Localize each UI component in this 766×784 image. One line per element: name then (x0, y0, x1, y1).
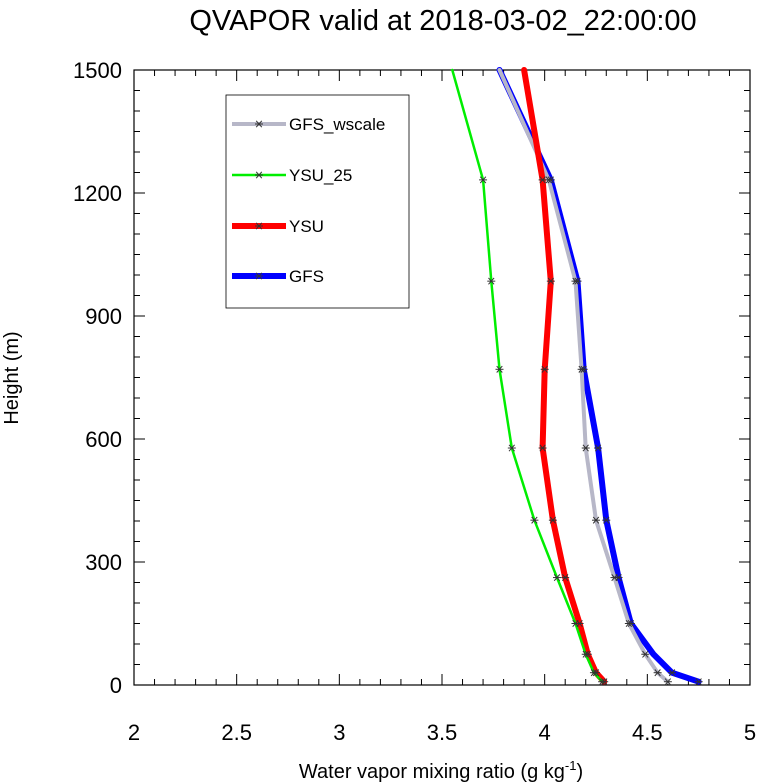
legend-marker-ysu (255, 222, 263, 230)
y-tick-label: 300 (85, 550, 122, 575)
marker-ysu (561, 574, 570, 582)
y-tick-label: 0 (110, 673, 122, 698)
series-layer (451, 67, 703, 686)
marker-gfs-wscale (610, 574, 619, 582)
legend-label-gfs-wscale: GFS_wscale (289, 115, 385, 134)
marker-gfs-wscale (592, 516, 600, 524)
y-axis-label: Height (m) (1, 331, 23, 424)
marker-ysu (540, 365, 549, 373)
marker-ysu-25 (581, 650, 590, 658)
y-tick-label: 1200 (73, 181, 122, 206)
legend-label-ysu-25: YSU_25 (289, 166, 352, 185)
legend-marker-ysu-25 (255, 171, 263, 179)
series-line-gfs (496, 67, 702, 685)
marker-ysu-25 (530, 516, 539, 524)
x-axis-label-sup: -1 (565, 758, 577, 773)
marker-ysu-25 (479, 176, 488, 184)
y-tick-label: 600 (85, 427, 122, 452)
series-line-gfs-wscale (497, 68, 670, 684)
marker-gfs-wscale (653, 669, 662, 677)
marker-gfs-wscale (571, 277, 580, 285)
legend-label-gfs: GFS (289, 267, 324, 286)
marker-gfs (594, 444, 603, 452)
marker-ysu-25 (571, 619, 580, 628)
marker-gfs-wscale (663, 678, 672, 686)
marker-gfs-wscale (581, 444, 590, 452)
marker-ysu-25 (507, 444, 516, 452)
marker-gfs (694, 678, 703, 686)
legend: GFS_wscale YSU_25 YSU GFS (225, 94, 410, 309)
x-axis-label-tail: ) (576, 761, 583, 783)
x-tick-label: 3 (333, 720, 345, 745)
marker-ysu (538, 176, 547, 184)
chart-title: QVAPOR valid at 2018-03-02_22:00:00 (189, 5, 696, 37)
marker-ysu-25 (552, 574, 561, 582)
legend-box (225, 94, 410, 309)
x-tick-label: 2 (128, 720, 140, 745)
legend-marker-gfs-wscale (255, 120, 263, 128)
x-tick-label: 3.5 (427, 720, 458, 745)
legend-marker-gfs (255, 272, 263, 280)
series-line-ysu (521, 67, 608, 685)
marker-ysu (546, 277, 555, 285)
marker-ysu (548, 516, 557, 524)
y-tick-label: 1500 (73, 58, 122, 83)
x-tick-label: 2.5 (221, 720, 252, 745)
marker-gfs (602, 516, 611, 524)
x-tick-label: 4 (539, 720, 551, 745)
marker-gfs-wscale (641, 650, 650, 658)
marker-ysu (538, 444, 547, 452)
y-tick-label: 900 (85, 304, 122, 329)
x-axis-label: Water vapor mixing ratio (g kg-1) (299, 758, 583, 783)
x-axis-label-main: Water vapor mixing ratio (g kg (299, 761, 565, 783)
marker-gfs-wscale (577, 365, 586, 373)
marker-gfs-wscale (624, 619, 633, 628)
x-tick-label: 4.5 (632, 720, 663, 745)
x-tick-label: 5 (744, 720, 756, 745)
marker-ysu-25 (598, 678, 607, 686)
marker-ysu-25 (495, 365, 504, 373)
marker-ysu-25 (589, 669, 598, 677)
marker-gfs (667, 669, 676, 677)
series-line-ysu-25 (451, 68, 604, 683)
legend-label-ysu: YSU (289, 217, 324, 236)
tick-labels: 2 2.5 3 3.5 4 4.5 5 0 300 600 900 1200 1500 (73, 58, 756, 745)
legend-items: GFS_wscale YSU_25 YSU GFS (232, 115, 385, 286)
marker-ysu-25 (487, 277, 496, 285)
